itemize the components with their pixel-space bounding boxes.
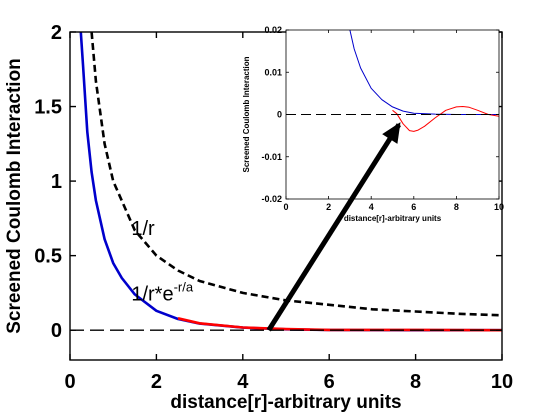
x-axis-label: distance[r]-arbitrary units bbox=[344, 214, 442, 223]
x-tick-label: 10 bbox=[494, 202, 504, 212]
x-tick-label: 10 bbox=[491, 371, 513, 393]
y-tick-label: 0.5 bbox=[34, 246, 62, 268]
y-tick-label: 0 bbox=[277, 110, 282, 120]
y-axis-label: Screened Coulomb Interaction bbox=[4, 58, 25, 334]
y-tick-label: 2 bbox=[51, 22, 62, 44]
x-tick-label: 4 bbox=[369, 202, 374, 212]
zoom-arrow-head bbox=[382, 122, 401, 144]
x-tick-label: 0 bbox=[283, 202, 288, 212]
y-tick-label: 1.5 bbox=[34, 97, 62, 119]
series-group bbox=[286, 30, 499, 132]
x-tick-label: 6 bbox=[324, 371, 335, 393]
series-line-1-r bbox=[90, 32, 502, 317]
y-tick-label: 0.01 bbox=[264, 67, 282, 77]
inset-chart: 0 2 4 6 8 10 -0.02 -0.01 0 0.01 0.02 distance[r]-ar… bbox=[242, 25, 504, 223]
x-tick-label: 8 bbox=[454, 202, 459, 212]
x-tick-label: 2 bbox=[151, 371, 162, 393]
y-tick-label: -0.01 bbox=[261, 152, 282, 162]
label-screened-base: 1/r*e bbox=[131, 283, 173, 305]
x-tick-label: 0 bbox=[64, 371, 75, 393]
series-line-red bbox=[392, 106, 499, 132]
y-tick-label: 1 bbox=[51, 171, 62, 193]
label-1-over-r: 1/r bbox=[131, 218, 155, 240]
series-line-oscillating bbox=[177, 317, 502, 332]
overlay: 1/r 1/r*e-r/a bbox=[131, 122, 402, 332]
x-tick-label: 2 bbox=[326, 202, 331, 212]
x-tick-label: 4 bbox=[237, 371, 249, 393]
x-axis-label: distance[r]-arbitrary units bbox=[170, 392, 401, 413]
label-screened: 1/r*e-r/a bbox=[131, 279, 194, 305]
y-tick-label: 0.02 bbox=[264, 25, 282, 35]
x-tick-label: 8 bbox=[410, 371, 421, 393]
y-tick-label: 0 bbox=[51, 320, 62, 342]
y-axis-label: Screened Coulomb Interaction bbox=[242, 56, 251, 172]
series-group bbox=[70, 32, 502, 332]
zoom-arrow bbox=[266, 123, 402, 332]
x-tick-label: 6 bbox=[411, 202, 416, 212]
main-chart: 0 2 4 6 8 10 0 0.5 1 1.5 2 distance[r]-arbitrary un… bbox=[4, 22, 513, 413]
y-tick-label: -0.02 bbox=[261, 194, 282, 204]
label-screened-sup: -r/a bbox=[174, 279, 194, 294]
